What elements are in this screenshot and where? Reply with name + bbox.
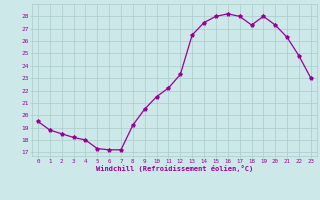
X-axis label: Windchill (Refroidissement éolien,°C): Windchill (Refroidissement éolien,°C)	[96, 165, 253, 172]
